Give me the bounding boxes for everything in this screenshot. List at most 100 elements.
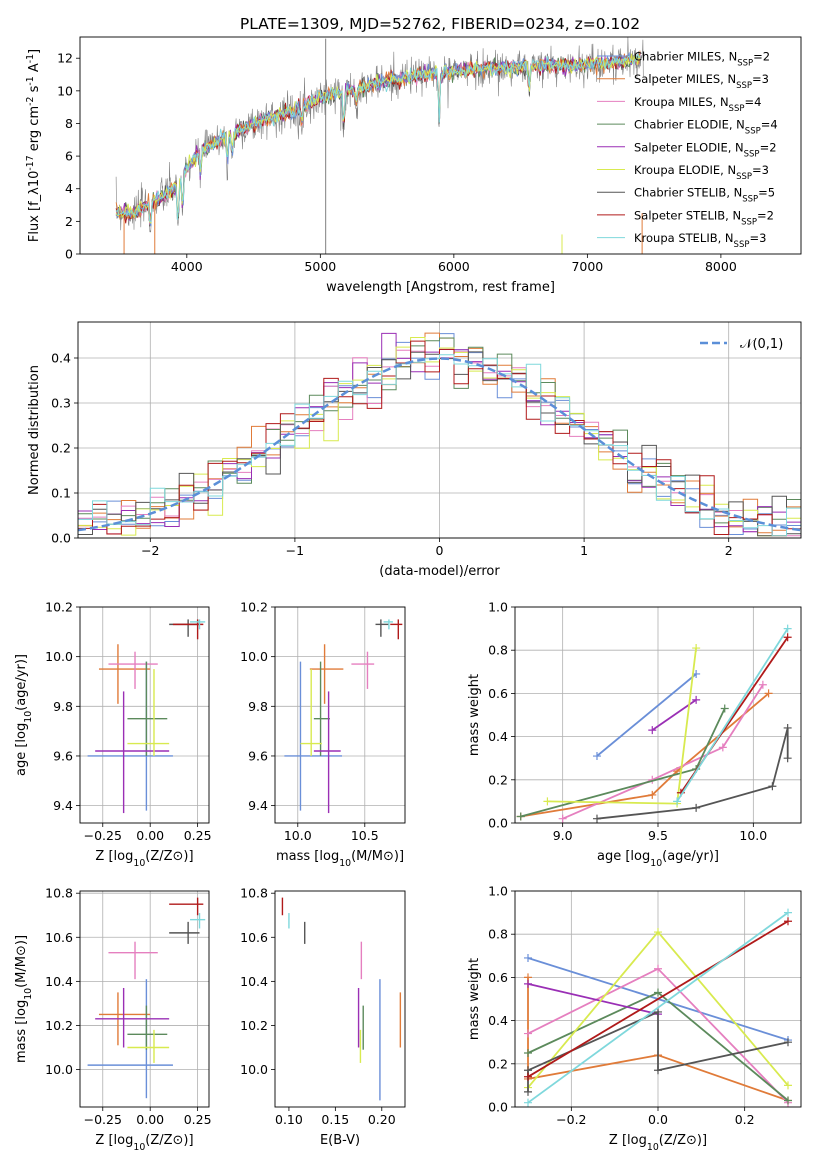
x-tick-label: 10.5: [351, 828, 379, 843]
y-tick-label: 0.2: [488, 772, 508, 787]
y-tick-label: 10.2: [45, 1018, 73, 1033]
y-tick-label: 0.4: [51, 351, 71, 366]
y-tick-label: 0.6: [488, 686, 508, 701]
legend-label: Chabrier MILES, NSSP=2: [634, 50, 770, 69]
y-tick-label: 0.0: [51, 531, 71, 546]
y-axis-label: Flux [f_λ10-17 erg cm-2 s-1 A-1]: [25, 49, 43, 242]
mass_vs_ebv-plot-area: [275, 891, 405, 1107]
weight-marker: [648, 726, 657, 735]
y-axis-label: mass weight: [467, 674, 482, 756]
weight-marker: [654, 928, 662, 937]
y-tick-label: 0.2: [488, 1056, 508, 1071]
y-tick-label: 10.2: [240, 600, 268, 615]
x-tick-label: 0.10: [275, 1112, 303, 1127]
weight_vs_Z-axes: −0.2 0.0 0.2 0.0 0.2 0.4 0.6 0.8 1.0 Z [log10(Z/Z…: [467, 884, 802, 1153]
y-tick-label: 9.6: [248, 748, 268, 763]
mass_vs_Z-plot-area: [80, 891, 209, 1107]
spectrum-plot-area: [80, 37, 801, 254]
y-tick-label: 0.4: [488, 729, 508, 744]
legend-label: Kroupa STELIB, NSSP=3: [634, 231, 766, 250]
y-axis-label: Normed distribution: [27, 365, 42, 495]
x-tick-label: 0.2: [735, 1112, 755, 1127]
y-tick-label: 10.4: [45, 974, 73, 989]
weight-marker: [543, 797, 552, 806]
x-tick-label: 0.25: [184, 1112, 212, 1127]
weight-marker: [558, 814, 567, 823]
weight-marker: [783, 723, 792, 732]
x-axis-label: mass [log10(M/M⊙)]: [276, 849, 404, 869]
y-tick-label: 10.4: [240, 974, 268, 989]
x-tick-label: −0.2: [556, 1112, 586, 1127]
x-tick-label: 5000: [304, 259, 336, 274]
y-tick-label: 0.0: [488, 1100, 508, 1115]
legend-label: Chabrier STELIB, NSSP=5: [634, 186, 775, 205]
age_vs_Z-axes: −0.25 0.00 0.25 9.4 9.6 9.8 10.0 10.2 Z [log10(Z…: [14, 600, 212, 869]
y-tick-label: 0.3: [51, 396, 71, 411]
mass_vs_Z-marks: [87, 897, 206, 1099]
x-axis-label: (data-model)/error: [379, 564, 500, 579]
weight-marker: [692, 695, 701, 704]
weight-line-kroupa-stelib: [527, 911, 789, 1104]
y-tick-label: 10.0: [45, 1062, 73, 1077]
weight-marker: [524, 1087, 532, 1096]
age_vs_Z-plot-area: [80, 607, 209, 823]
x-tick-label: 0.25: [184, 828, 212, 843]
x-tick-label: 10.0: [739, 828, 767, 843]
weight-marker: [524, 979, 532, 988]
legend-label: Salpeter MILES, NSSP=3: [634, 72, 769, 91]
weight-marker: [524, 1098, 532, 1107]
weight-marker: [692, 803, 701, 812]
weight-marker: [673, 797, 682, 806]
y-axis-label: mass [log10(M/M⊙)]: [14, 935, 34, 1063]
y-tick-label: 10.2: [45, 600, 73, 615]
x-tick-label: 0: [436, 543, 444, 558]
x-tick-label: 4000: [171, 259, 203, 274]
x-tick-label: 7000: [571, 259, 603, 274]
mass_vs_Z-axes: −0.25 0.00 0.25 10.0 10.2 10.4 10.6 10.8 Z [log1…: [14, 886, 212, 1153]
x-tick-label: −0.25: [84, 1112, 122, 1127]
hist-kroupa-stelib: [78, 354, 801, 538]
weight-marker: [524, 1049, 532, 1057]
weight-line-salpeter-elodie: [527, 983, 659, 1015]
mass_vs_ebv-frame: [274, 890, 406, 1108]
y-tick-label: 12: [57, 51, 73, 66]
mass_vs_ebv-marks: [281, 897, 402, 1101]
weight-marker: [783, 754, 792, 763]
x-tick-label: −0.25: [84, 828, 122, 843]
x-tick-label: 2: [725, 543, 733, 558]
x-tick-label: 9.0: [553, 828, 573, 843]
x-tick-label: 1: [580, 543, 588, 558]
x-tick-label: 6000: [438, 259, 470, 274]
normal-curve: [78, 357, 801, 532]
weight-marker: [720, 704, 729, 713]
legend-label: Salpeter ELODIE, NSSP=2: [634, 140, 777, 159]
y-tick-label: 10.0: [45, 649, 73, 664]
model-kroupa-stelib: [115, 53, 641, 223]
y-tick-label: 1.0: [488, 600, 508, 615]
weight-marker: [654, 1007, 662, 1016]
x-axis-label: E(B-V): [320, 1133, 360, 1148]
age_vs_Z-marks: [87, 619, 206, 814]
x-axis-label: Z [log10(Z/Z⊙)]: [609, 1133, 707, 1153]
y-tick-label: 10.6: [240, 930, 268, 945]
weight-marker: [768, 782, 777, 791]
weight-line-kroupa-stelib: [676, 628, 789, 802]
weight-marker: [654, 964, 662, 973]
x-axis-label: Z [log10(Z/Z⊙)]: [95, 1133, 193, 1153]
age_vs_mass-marks: [284, 619, 403, 814]
x-tick-label: 9.5: [648, 828, 668, 843]
mass_vs_Z-frame: [79, 890, 210, 1108]
y-tick-label: 2: [65, 214, 73, 229]
weight-marker: [524, 953, 532, 962]
y-tick-label: 4: [65, 181, 73, 196]
weight-line-salpeter-miles: [527, 977, 789, 1102]
x-tick-label: −1: [286, 543, 304, 558]
y-tick-label: 1.0: [488, 884, 508, 899]
y-axis-label: age [log10(age/yr)]: [14, 654, 34, 776]
weight-marker: [654, 988, 662, 997]
weight-marker: [648, 790, 657, 799]
x-tick-label: 0.00: [136, 828, 164, 843]
y-tick-label: 10.6: [45, 930, 73, 945]
legend-label: Salpeter STELIB, NSSP=2: [634, 208, 774, 227]
x-axis-label: wavelength [Angstrom, rest frame]: [326, 280, 555, 295]
